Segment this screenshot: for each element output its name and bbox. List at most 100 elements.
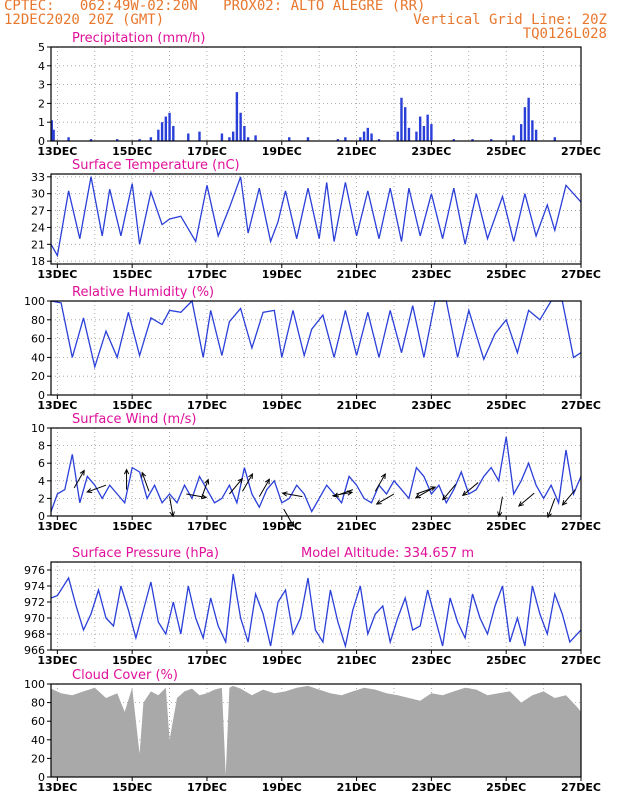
wind-arrow-head (281, 491, 288, 497)
precip-bar (149, 137, 153, 141)
x-tick-label: 23DEC (411, 268, 451, 281)
wind-arrow-head (547, 512, 552, 519)
wind-arrow-head (442, 494, 448, 501)
panel-frame (50, 46, 582, 142)
y-tick-label: 1 (38, 116, 45, 129)
y-tick-label: 10 (31, 422, 45, 435)
wind-arrow (186, 493, 207, 498)
precip-bar (89, 139, 93, 141)
series-line (50, 573, 582, 649)
x-tick-label: 25DEC (486, 654, 526, 667)
x-tick-label: 13DEC (37, 654, 77, 667)
x-tick-label: 25DEC (486, 145, 526, 158)
precip-bar (288, 137, 291, 141)
x-tick-label: 19DEC (262, 781, 302, 794)
x-tick-label: 23DEC (411, 520, 451, 533)
y-tick-label: 6 (38, 457, 45, 470)
x-tick-label: 21DEC (337, 654, 377, 667)
precip-bar (239, 112, 242, 141)
y-tick-label: 974 (24, 580, 45, 593)
y-tick-label: 20 (31, 752, 45, 765)
x-tick-label: 27DEC (561, 781, 601, 794)
x-tick-label: 21DEC (337, 781, 377, 794)
precip-bar (67, 137, 70, 141)
wind-arrow-head (201, 494, 208, 500)
wind-arrow-head (518, 501, 524, 507)
precip-bar (306, 137, 310, 141)
y-tick-label: 976 (24, 564, 45, 577)
x-tick-label: 21DEC (337, 520, 377, 533)
y-tick-label: 2 (38, 492, 45, 505)
wind-arrow (242, 473, 253, 492)
x-tick-label: 13DEC (37, 781, 77, 794)
x-tick-label: 13DEC (37, 268, 77, 281)
wind-arrow-head (332, 492, 340, 498)
y-tick-label: 40 (31, 734, 45, 747)
wind-arrow (141, 472, 150, 492)
x-tick-label: 23DEC (411, 145, 451, 158)
header-grid-line: Vertical Grid Line: 20Z (413, 12, 607, 28)
precip-bar (490, 139, 493, 141)
wind-arrow (376, 493, 395, 505)
x-tick-label: 17DEC (187, 520, 227, 533)
wind-arrow-head (237, 477, 244, 484)
y-tick-label: 4 (38, 475, 45, 488)
panel-frame (50, 173, 582, 265)
y-tick-label: 4 (38, 60, 45, 73)
y-tick-label: 0 (38, 135, 45, 148)
wind-arrow (547, 498, 556, 518)
x-tick-label: 25DEC (486, 399, 526, 412)
y-tick-label: 970 (24, 612, 45, 625)
precip-bar (231, 131, 235, 141)
x-tick-label: 25DEC (486, 520, 526, 533)
wind-arrow-head (289, 521, 295, 528)
precip-bar (519, 124, 523, 141)
precip-bar (254, 135, 257, 141)
x-tick-label: 19DEC (262, 520, 302, 533)
x-tick-label: 21DEC (337, 399, 377, 412)
precip-bar (407, 127, 411, 141)
panel-frame (50, 300, 582, 396)
wind-arrow-head (123, 468, 130, 475)
precip-bar (228, 137, 231, 141)
wind-arrow (498, 496, 503, 517)
precip-bar (527, 97, 530, 141)
y-tick-label: 0 (38, 510, 45, 523)
y-tick-label: 80 (31, 314, 45, 327)
precip-bar (430, 124, 433, 141)
precip-bar (359, 137, 362, 141)
precip-bar (471, 139, 474, 141)
precip-bar (246, 137, 250, 141)
y-tick-label: 18 (31, 255, 45, 268)
x-tick-label: 27DEC (561, 268, 601, 281)
precip-bar (160, 122, 164, 141)
x-tick-label: 17DEC (187, 399, 227, 412)
y-tick-label: 2 (38, 97, 45, 110)
precip-bar (523, 107, 527, 141)
wind-arrow-head (461, 490, 468, 497)
x-tick-label: 23DEC (411, 654, 451, 667)
y-tick-label: 0 (38, 771, 45, 784)
wind-arrow-head (264, 478, 270, 485)
precip-bar (116, 139, 119, 141)
x-tick-label: 13DEC (37, 520, 77, 533)
precip-bar (52, 129, 55, 141)
wind-arrow-head (380, 472, 386, 480)
x-tick-label: 25DEC (486, 781, 526, 794)
precip-bar (426, 114, 429, 141)
y-tick-label: 30 (31, 188, 45, 201)
y-tick-label: 972 (24, 596, 45, 609)
x-tick-label: 21DEC (337, 268, 377, 281)
precip-bar (157, 129, 160, 141)
cloud-area (51, 685, 581, 777)
y-tick-label: 60 (31, 333, 45, 346)
x-tick-label: 15DEC (112, 781, 152, 794)
precip-bar (198, 131, 201, 141)
x-tick-label: 27DEC (561, 654, 601, 667)
panel-title: Surface Wind (m/s) (72, 412, 196, 427)
wind-arrow (462, 482, 479, 496)
y-tick-label: 0 (38, 389, 45, 402)
x-tick-label: 27DEC (561, 399, 601, 412)
y-tick-label: 8 (38, 440, 45, 453)
wind-arrow (200, 479, 209, 499)
